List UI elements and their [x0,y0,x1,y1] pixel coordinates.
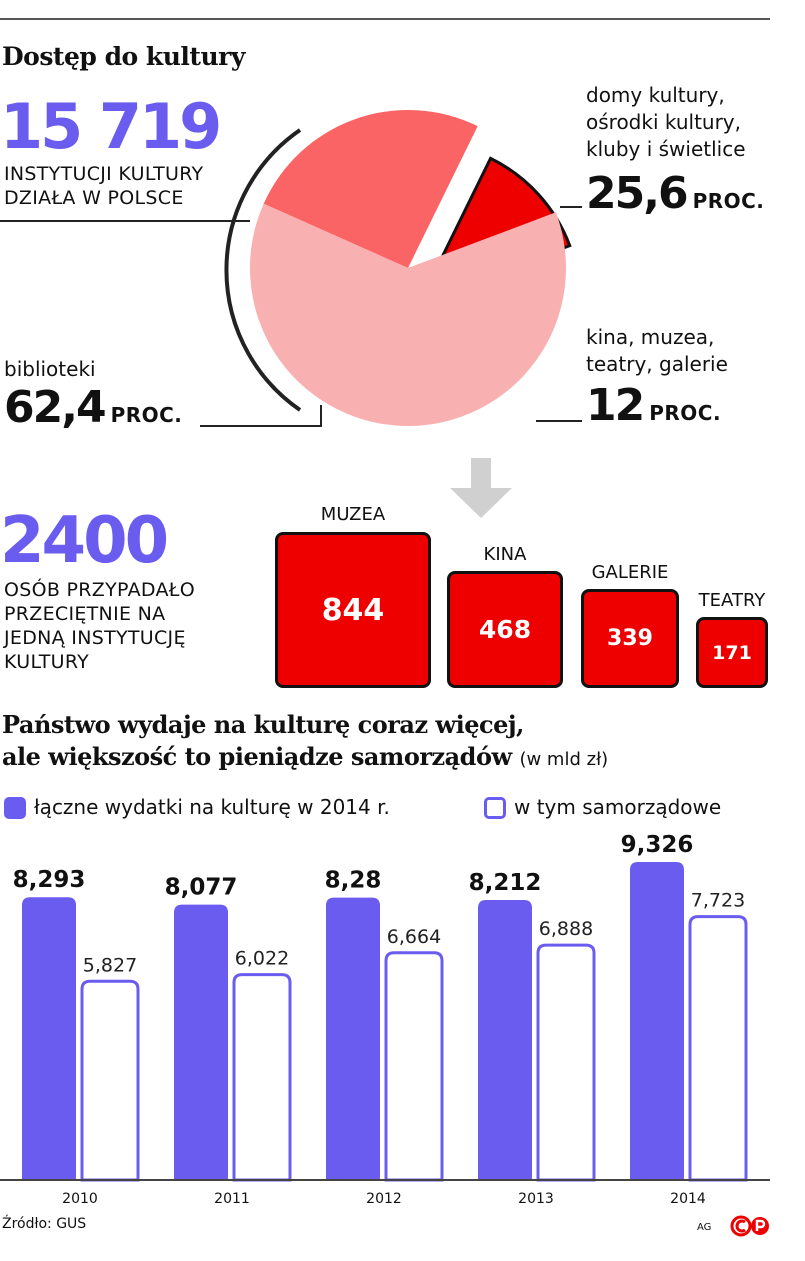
bar-total [174,904,228,1180]
pct-domy-value: 25,6 [586,168,689,219]
x-tick-label: 2013 [518,1191,554,1207]
bar-total-label: 8,212 [469,870,542,896]
leader-biblioteki-tick [320,405,322,427]
pct-biblioteki-unit: PROC. [110,403,183,427]
box-teatry-value: 171 [712,641,752,664]
bar-total-label: 9,326 [621,832,694,858]
bar-total-label: 8,077 [165,875,238,901]
box-teatry: 171 [696,617,768,688]
total-caption: INSTYTUCJI KULTURY DZIAŁA W POLSCE [4,162,203,210]
source-note: Źródło: GUS [2,1216,87,1232]
label-domy-line: kluby i świetlice [586,137,746,161]
label-kina: kina, muzea, teatry, galerie [586,324,728,378]
box-galerie: 339 [581,589,679,688]
label-domy-line: ośrodki kultury, [586,110,741,134]
box-muzea-value: 844 [321,592,385,628]
total-caption-line: INSTYTUCJI KULTURY [4,163,204,185]
bar-local-label: 6,888 [539,918,593,940]
top-rule [0,18,770,20]
bar-local-label: 6,022 [235,948,289,970]
leader-kina [536,420,582,422]
pct-biblioteki-value: 62,4 [4,382,107,433]
label-biblioteki: biblioteki [4,357,96,381]
x-tick-label: 2011 [214,1191,250,1207]
bar-local-label: 7,723 [691,890,745,912]
pct-kina-unit: PROC. [649,401,722,425]
pct-biblioteki: 62,4 PROC. [4,382,182,433]
legend-local-swatch [484,797,506,819]
bar-total [326,897,380,1180]
per-institution-caption: OSÓB PRZYPADAŁO PRZECIĘTNIE NA JEDNĄ INS… [4,578,195,674]
bar-local-label: 6,664 [387,926,441,948]
per-institution-value: 2400 [0,504,169,578]
legend-local-label: w tym samorządowe [514,795,722,819]
bar-total-label: 8,293 [13,867,86,893]
box-muzea: 844 [275,532,431,688]
label-domy-line: domy kultury, [586,83,725,107]
bar-local [232,973,292,1182]
bars-title-line: ale większość to pieniądze samorządów (w… [2,741,608,776]
leader-domy [560,206,582,208]
bar-local [384,951,444,1182]
per-institution-caption-line: JEDNĄ INSTYTUCJĘ [4,627,186,649]
box-label-teatry: TEATRY [698,590,766,611]
bar-total [478,899,532,1180]
label-kina-line: teatry, galerie [586,352,728,376]
per-institution-caption-line: OSÓB PRZYPADAŁO [4,579,195,601]
total-caption-line: DZIAŁA W POLSCE [4,187,184,209]
credit: AG [697,1222,712,1233]
total-value: 15 719 [0,90,222,163]
bar-chart: 8,293 5,827 2010 8,077 6,022 2011 8,28 6,664 201… [0,832,770,1207]
x-tick-label: 2014 [670,1191,706,1207]
x-tick-label: 2010 [62,1191,98,1207]
bar-total [22,897,76,1180]
box-label-muzea: MUZEA [320,504,386,525]
pct-kina-value: 12 [586,380,645,431]
bars-unit: (w mld zł) [519,749,609,770]
copyright-logo-icon [730,1215,769,1237]
page-title: Dostęp do kultury [2,42,245,71]
pie-slice-biblioteki [249,203,566,426]
per-institution-caption-line: KULTURY [4,651,90,673]
pie-slice-domy [263,109,478,268]
pct-kina: 12 PROC. [586,380,721,431]
label-kina-line: kina, muzea, [586,325,715,349]
box-label-kina: KINA [483,544,527,565]
legend-total-label: łączne wydatki na kulturę w 2014 r. [34,795,390,819]
x-tick-label: 2012 [366,1191,402,1207]
bar-local [536,943,596,1182]
per-institution-caption-line: PRZECIĘTNIE NA [4,603,166,625]
bar-total [630,862,684,1180]
box-kina: 468 [447,571,563,688]
legend-total-swatch [4,797,26,819]
leader-biblioteki [200,425,322,427]
bar-local [80,979,140,1182]
pie-chart [224,109,572,426]
pct-domy: 25,6 PROC. [586,168,764,219]
bar-local [688,915,748,1182]
pie-shadow-arc [224,128,302,412]
total-leader-line [0,220,250,222]
bars-title-line-2: ale większość to pieniądze samorządów [2,742,512,771]
label-domy: domy kultury, ośrodki kultury, kluby i ś… [586,82,746,163]
bars-title-line: Państwo wydaje na kulturę coraz więcej, [2,710,524,739]
box-label-galerie: GALERIE [591,562,669,583]
bar-total-label: 8,28 [325,868,382,894]
bar-local-label: 5,827 [83,954,137,976]
box-galerie-value: 339 [607,626,653,651]
pct-domy-unit: PROC. [692,189,765,213]
down-arrow-icon [450,458,512,518]
bars-title: Państwo wydaje na kulturę coraz więcej, … [2,709,608,776]
box-kina-value: 468 [478,615,532,644]
